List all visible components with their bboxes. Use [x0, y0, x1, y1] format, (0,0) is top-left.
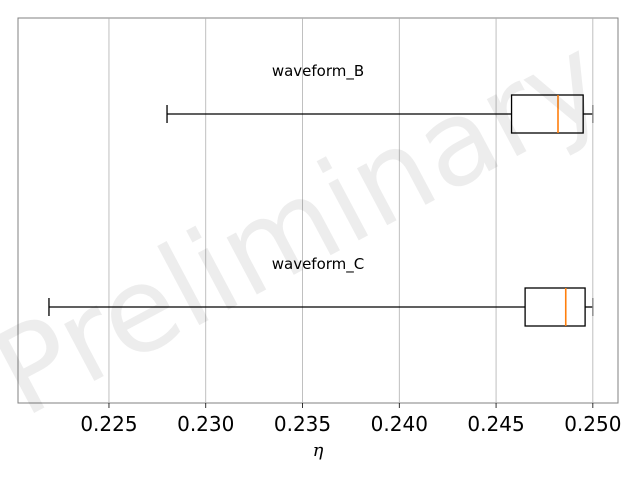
plot-area: [17, 17, 619, 404]
x-tick-label: 0.225: [80, 412, 137, 436]
x-tick-label: 0.240: [371, 412, 428, 436]
series-label: waveform_B: [272, 62, 364, 81]
box-series: waveform_B waveform_C: [48, 62, 594, 327]
box-iqr: [510, 94, 584, 134]
box-iqr: [524, 287, 586, 327]
box-waveform_C: waveform_C: [48, 255, 594, 327]
x-tick-label: 0.235: [274, 412, 331, 436]
box-waveform_B: waveform_B: [166, 62, 594, 134]
x-tick-label: 0.245: [467, 412, 524, 436]
x-ticks: 0.225 0.230 0.235 0.240 0.245 0.250: [80, 403, 621, 436]
x-tick-label: 0.250: [564, 412, 621, 436]
x-tick-label: 0.230: [177, 412, 234, 436]
series-label: waveform_C: [272, 255, 365, 274]
x-axis-label: η: [313, 440, 324, 461]
grid-lines: [108, 18, 594, 403]
